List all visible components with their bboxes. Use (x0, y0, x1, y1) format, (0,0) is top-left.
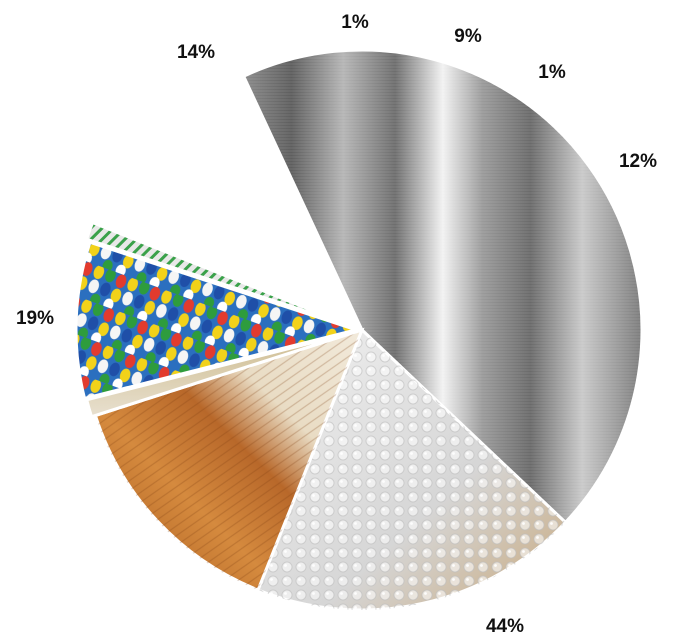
slice-label: 19% (16, 308, 54, 329)
pie-slice-striped-wire (84, 220, 354, 329)
pie-slice-paper (84, 329, 359, 419)
slice-label: 44% (486, 616, 524, 637)
slice-label: 9% (454, 26, 482, 47)
pie-slice-electrical-cables (91, 65, 357, 325)
slice-label: 1% (538, 62, 566, 83)
slice-label: 14% (177, 42, 215, 63)
slice-label: 12% (619, 151, 657, 172)
slice-label: 1% (341, 12, 369, 33)
pie-slice-plastic-pellets (74, 240, 362, 401)
brushed-metal-icon (243, 50, 642, 523)
pie-slices (74, 48, 644, 612)
pie-labels: 44% 19% 14% 1% 9% 1% 12% (16, 12, 657, 637)
